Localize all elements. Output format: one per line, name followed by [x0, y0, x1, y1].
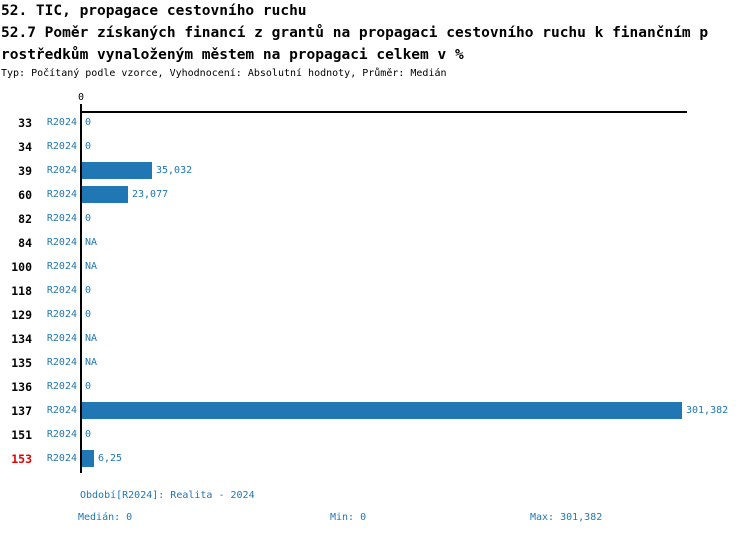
x-axis-line: [80, 111, 687, 113]
row-category-label: 118: [11, 284, 32, 298]
bar-value-label: NA: [85, 237, 98, 248]
bar-value-label: 23,077: [132, 189, 169, 200]
bar: [82, 162, 152, 179]
row-category-label: 151: [11, 428, 32, 442]
indicator-meta: Typ: Počítaný podle vzorce, Vyhodnocení:…: [1, 68, 447, 79]
bar-value-label: 0: [85, 285, 92, 296]
row-category-label: 39: [18, 164, 32, 178]
row-category-label: 135: [11, 356, 32, 370]
row-series-label: R2024: [46, 261, 77, 272]
bar-value-label: 6,25: [98, 453, 123, 464]
row-series-label: R2024: [46, 381, 77, 392]
row-series-label: R2024: [46, 117, 77, 128]
row-series-label: R2024: [46, 189, 77, 200]
row-category-label: 60: [18, 188, 32, 202]
bar: [82, 186, 128, 203]
row-series-label: R2024: [46, 237, 77, 248]
row-series-label: R2024: [46, 213, 77, 224]
bar-value-label: 35,032: [156, 165, 193, 176]
row-category-label: 153: [11, 452, 32, 466]
bar-value-label: 0: [85, 429, 92, 440]
row-series-label: R2024: [46, 429, 77, 440]
bar-value-label: 0: [85, 141, 92, 152]
row-category-label: 84: [18, 236, 32, 250]
bar-value-label: NA: [85, 261, 98, 272]
row-series-label: R2024: [46, 333, 77, 344]
row-series-label: R2024: [46, 285, 77, 296]
row-category-label: 33: [18, 116, 32, 130]
row-category-label: 82: [18, 212, 32, 226]
footer-min: Min: 0: [330, 512, 367, 523]
row-category-label: 137: [11, 404, 32, 418]
bar-value-label: 0: [85, 213, 92, 224]
row-series-label: R2024: [46, 309, 77, 320]
row-category-label: 129: [11, 308, 32, 322]
bar-value-label: NA: [85, 357, 98, 368]
bar-value-label: 0: [85, 381, 92, 392]
bar: [82, 402, 682, 419]
row-series-label: R2024: [46, 141, 77, 152]
bar-value-label: 0: [85, 117, 92, 128]
row-series-label: R2024: [46, 453, 77, 464]
bar: [82, 450, 94, 467]
row-series-label: R2024: [46, 165, 77, 176]
indicator-title-line2: rostředkům vynaloženým městem na propaga…: [1, 47, 464, 63]
row-series-label: R2024: [46, 405, 77, 416]
indicator-title-line1: 52.7 Poměr získaných financí z grantů na…: [1, 25, 709, 41]
y-axis-line: [80, 104, 82, 473]
footer-max: Max: 301,382: [530, 512, 603, 523]
bar-value-label: 301,382: [686, 405, 729, 416]
footer-median: Medián: 0: [78, 512, 133, 523]
row-category-label: 136: [11, 380, 32, 394]
bar-value-label: 0: [85, 309, 92, 320]
footer-period: Období[R2024]: Realita - 2024: [80, 490, 255, 501]
row-category-label: 34: [18, 140, 32, 154]
bar-value-label: NA: [85, 333, 98, 344]
row-category-label: 100: [11, 260, 32, 274]
row-series-label: R2024: [46, 357, 77, 368]
axis-tick-label: 0: [77, 92, 85, 103]
page-title: 52. TIC, propagace cestovního ruchu: [1, 3, 307, 19]
row-category-label: 134: [11, 332, 32, 346]
